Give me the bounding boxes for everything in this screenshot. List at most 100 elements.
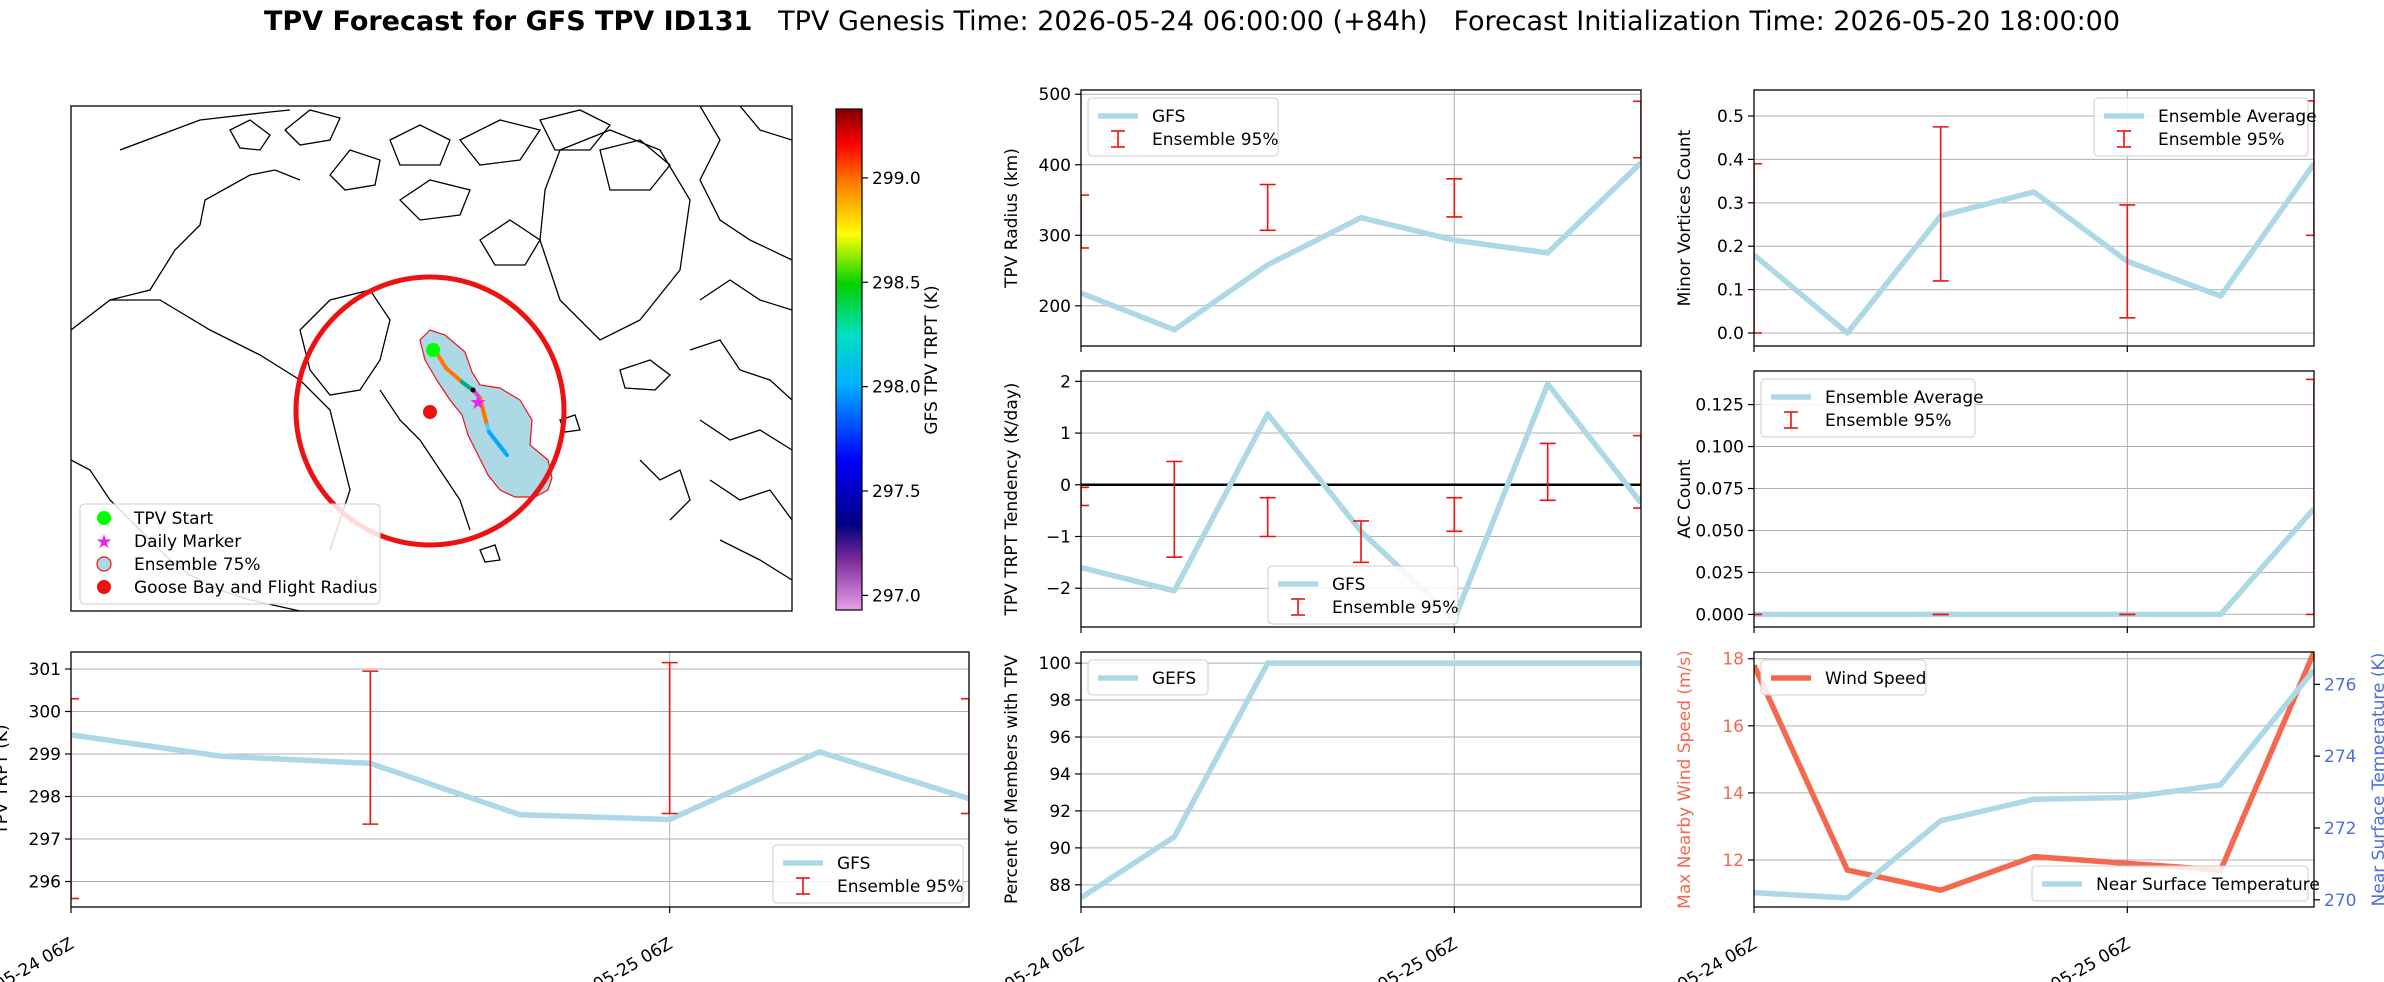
title-bold: TPV Forecast for GFS TPV ID131 [263,6,753,37]
y-tick-label: 0.100 [1695,438,1744,458]
errorbar [961,697,969,815]
panel-ac: 0.000 0.025 0.050 0.075 0.100 0.125 AC Count En… [1675,370,2315,633]
series-line-gefs [1081,660,1641,901]
legend: Ensemble Average Ensemble 95% [1760,378,1984,438]
legend-frame [79,503,381,605]
y2-tick-label: 272 [2324,819,2356,839]
errorbar [362,670,379,825]
axes-frame [70,651,970,908]
legend: Near Surface Temperature [2031,865,2320,902]
coastline [689,339,792,401]
legend-label: Ensemble 95% [837,877,964,897]
legend: GFS Ensemble 95% [1087,97,1279,157]
y-tick-label: 1 [1060,424,1071,444]
legend-goose-icon [97,580,111,594]
legend-star-icon: ★ [95,531,112,553]
colorbar-tick-label: 297.0 [872,586,921,606]
colorbar-tick-label: 298.0 [872,378,921,398]
y-tick-label: 0 [1060,476,1071,496]
legend-label: TPV Start [133,509,214,529]
axes-frame [1753,370,2315,628]
y-tick-label: 14 [1722,784,1744,804]
errorbar [1633,434,1641,509]
coastline [599,139,671,191]
panel-radius: 200 300 400 500 TPV Radius (km) GFS Ensemble 9… [1002,85,1642,352]
legend-frame [1760,659,1927,696]
plot-area-trpt [71,661,969,900]
legend-label: Ensemble 95% [1332,598,1459,618]
legend-label: Ensemble 95% [2158,130,2285,150]
series-line-gfs [71,732,969,823]
legend: GFS Ensemble 95% [1267,565,1459,625]
figure-title: TPV Forecast for GFS TPV ID131 TPV Genes… [0,6,2384,37]
axes-frame [1753,651,2315,908]
colorbar-label: GFS TPV TRPT (K) [922,285,942,434]
panel-tendency: −2 −1 0 1 2 TPV TRPT Tendency (K/day) GFS Ensem… [1002,370,1642,633]
legend-label: GFS [1332,575,1365,595]
y-tick-label: 0.4 [1717,150,1744,170]
y2-tick-label: 274 [2324,747,2356,767]
legend-frame [1267,565,1459,625]
coastline [398,179,471,221]
y-tick-label: 98 [1049,691,1071,711]
x-tick-label: 05-25 06Z [1375,934,1461,982]
y-tick-label: 301 [29,660,61,680]
y-tick-label: 92 [1049,802,1071,822]
flight-radius-ring [293,274,567,548]
coastline [619,359,671,391]
errorbar [1259,183,1276,232]
legend-label: GFS [837,854,870,874]
series-line-near-surface-temperature [1754,668,2314,901]
series-line-ensemble-average [1754,162,2314,336]
coastline [284,109,341,146]
y-tick-label: −1 [1046,527,1071,547]
coastline [119,109,291,151]
colorbar: 297.0 297.5 298.0 298.5 299.0 GFS TPV TRPT (K… [835,108,942,611]
y-tick-label: 100 [1039,654,1071,674]
legend: Wind Speed [1760,659,1927,696]
goose-bay-marker [423,405,437,419]
y-tick-label: 0.5 [1717,107,1744,127]
legend-frame [2031,865,2309,902]
y-tick-label: 0.025 [1695,563,1744,583]
legend: GFS Ensemble 95% [772,844,964,904]
coastline [379,389,471,531]
daily-marker-star: ★ [469,390,487,414]
y-axis-label: TPV TRPT (K) [0,724,12,835]
coastline [699,419,792,451]
coastline [329,149,381,191]
y-tick-label: −2 [1046,579,1071,599]
legend-label: Wind Speed [1825,669,1926,689]
errorbar [1353,520,1369,564]
y-tick-label: 0.0 [1717,324,1744,344]
coastline [458,119,542,166]
y-tick-label: 299 [29,745,61,765]
y-axis-label: Percent of Members with TPV [1002,655,1022,904]
plot-area-tendency [1081,381,1641,622]
title-init: Forecast Initialization Time: 2026-05-20… [1453,6,2121,37]
coastline [709,479,792,521]
legend-ensemble-icon [96,556,112,572]
coastline [389,124,451,166]
legend-label: Ensemble 95% [1152,130,1279,150]
errorbar [661,661,678,815]
legend-frame [1087,659,1209,696]
colorbar-tick-label: 297.5 [872,482,921,502]
coastline [71,169,301,331]
plot-area-minor [1754,100,2314,336]
tpv-start-marker [426,343,440,357]
errorbar [2306,100,2314,237]
y-tick-label: 88 [1049,876,1071,896]
errorbar [2119,204,2136,319]
errorbar [1446,178,1463,218]
y-tick-label: 0.050 [1695,521,1744,541]
legend-label: Near Surface Temperature [2096,875,2320,895]
y-tick-label: 0.125 [1695,396,1744,416]
y2-axis-label: Near Surface Temperature (K) [2369,653,2384,907]
y-tick-label: 0.1 [1717,281,1744,301]
panel-trpt: 296 297 298 299 300 301 05-24 06Z 05-25 06Z TPV … [0,651,970,982]
colorbar-tick-label: 298.5 [872,273,921,293]
coastline [699,279,792,311]
tpv-track-segment [478,396,489,427]
y-tick-label: 2 [1060,372,1071,392]
